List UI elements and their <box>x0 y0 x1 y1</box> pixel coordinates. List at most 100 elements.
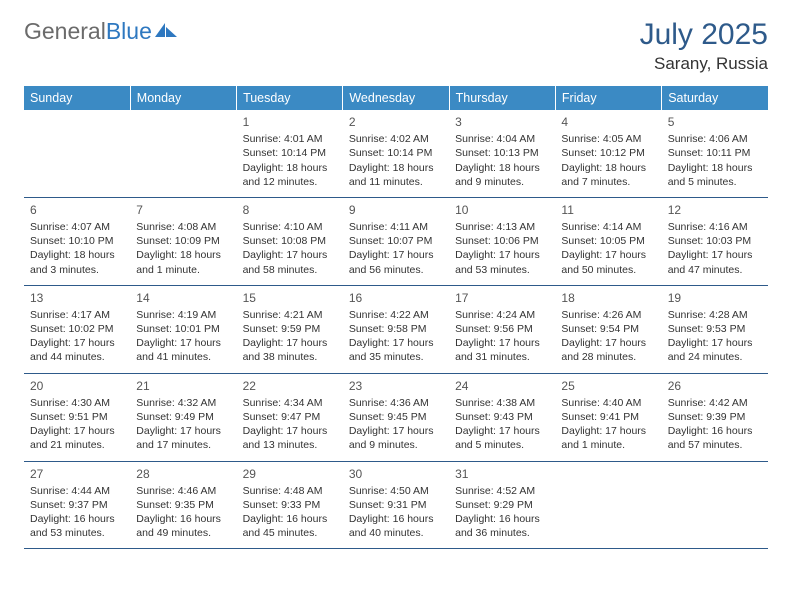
daylight-text: Daylight: 16 hours and 45 minutes. <box>243 512 337 540</box>
location-label: Sarany, Russia <box>640 54 768 74</box>
day-number: 4 <box>561 114 655 130</box>
day-number: 1 <box>243 114 337 130</box>
page-header: GeneralBlue July 2025 Sarany, Russia <box>24 18 768 74</box>
sunrise-text: Sunrise: 4:02 AM <box>349 132 443 146</box>
daylight-text: Daylight: 17 hours and 13 minutes. <box>243 424 337 452</box>
day-number: 12 <box>668 202 762 218</box>
day-number: 10 <box>455 202 549 218</box>
day-number: 23 <box>349 378 443 394</box>
daylight-text: Daylight: 17 hours and 53 minutes. <box>455 248 549 276</box>
daylight-text: Daylight: 18 hours and 12 minutes. <box>243 161 337 189</box>
day-cell: 15Sunrise: 4:21 AMSunset: 9:59 PMDayligh… <box>237 285 343 373</box>
day-number: 31 <box>455 466 549 482</box>
week-row: 1Sunrise: 4:01 AMSunset: 10:14 PMDayligh… <box>24 110 768 197</box>
sunset-text: Sunset: 10:02 PM <box>30 322 124 336</box>
sunset-text: Sunset: 9:54 PM <box>561 322 655 336</box>
week-row: 20Sunrise: 4:30 AMSunset: 9:51 PMDayligh… <box>24 373 768 461</box>
day-number: 15 <box>243 290 337 306</box>
sunset-text: Sunset: 10:10 PM <box>30 234 124 248</box>
day-cell: 3Sunrise: 4:04 AMSunset: 10:13 PMDayligh… <box>449 110 555 197</box>
sunset-text: Sunset: 9:29 PM <box>455 498 549 512</box>
day-cell <box>130 110 236 197</box>
sunrise-text: Sunrise: 4:08 AM <box>136 220 230 234</box>
day-number: 26 <box>668 378 762 394</box>
day-number: 2 <box>349 114 443 130</box>
sunrise-text: Sunrise: 4:38 AM <box>455 396 549 410</box>
sunrise-text: Sunrise: 4:30 AM <box>30 396 124 410</box>
daylight-text: Daylight: 17 hours and 50 minutes. <box>561 248 655 276</box>
daylight-text: Daylight: 17 hours and 28 minutes. <box>561 336 655 364</box>
sunset-text: Sunset: 10:01 PM <box>136 322 230 336</box>
sunset-text: Sunset: 9:31 PM <box>349 498 443 512</box>
logo: GeneralBlue <box>24 18 177 45</box>
day-number: 27 <box>30 466 124 482</box>
day-cell: 31Sunrise: 4:52 AMSunset: 9:29 PMDayligh… <box>449 461 555 549</box>
title-block: July 2025 Sarany, Russia <box>640 18 768 74</box>
sunrise-text: Sunrise: 4:10 AM <box>243 220 337 234</box>
day-cell: 16Sunrise: 4:22 AMSunset: 9:58 PMDayligh… <box>343 285 449 373</box>
sunrise-text: Sunrise: 4:46 AM <box>136 484 230 498</box>
day-cell: 24Sunrise: 4:38 AMSunset: 9:43 PMDayligh… <box>449 373 555 461</box>
daylight-text: Daylight: 17 hours and 9 minutes. <box>349 424 443 452</box>
sunrise-text: Sunrise: 4:40 AM <box>561 396 655 410</box>
daylight-text: Daylight: 16 hours and 57 minutes. <box>668 424 762 452</box>
day-number: 6 <box>30 202 124 218</box>
daylight-text: Daylight: 18 hours and 9 minutes. <box>455 161 549 189</box>
sunset-text: Sunset: 9:47 PM <box>243 410 337 424</box>
day-number: 18 <box>561 290 655 306</box>
week-row: 6Sunrise: 4:07 AMSunset: 10:10 PMDayligh… <box>24 197 768 285</box>
sunset-text: Sunset: 9:39 PM <box>668 410 762 424</box>
sunset-text: Sunset: 10:03 PM <box>668 234 762 248</box>
daylight-text: Daylight: 16 hours and 49 minutes. <box>136 512 230 540</box>
sunrise-text: Sunrise: 4:42 AM <box>668 396 762 410</box>
sunrise-text: Sunrise: 4:28 AM <box>668 308 762 322</box>
day-cell: 17Sunrise: 4:24 AMSunset: 9:56 PMDayligh… <box>449 285 555 373</box>
sunset-text: Sunset: 9:35 PM <box>136 498 230 512</box>
sunrise-text: Sunrise: 4:52 AM <box>455 484 549 498</box>
daylight-text: Daylight: 17 hours and 56 minutes. <box>349 248 443 276</box>
sunrise-text: Sunrise: 4:48 AM <box>243 484 337 498</box>
day-cell: 8Sunrise: 4:10 AMSunset: 10:08 PMDayligh… <box>237 197 343 285</box>
day-cell: 19Sunrise: 4:28 AMSunset: 9:53 PMDayligh… <box>662 285 768 373</box>
sunrise-text: Sunrise: 4:13 AM <box>455 220 549 234</box>
day-number: 5 <box>668 114 762 130</box>
weekday-tuesday: Tuesday <box>237 86 343 110</box>
day-cell: 28Sunrise: 4:46 AMSunset: 9:35 PMDayligh… <box>130 461 236 549</box>
day-cell: 2Sunrise: 4:02 AMSunset: 10:14 PMDayligh… <box>343 110 449 197</box>
day-cell: 7Sunrise: 4:08 AMSunset: 10:09 PMDayligh… <box>130 197 236 285</box>
daylight-text: Daylight: 17 hours and 1 minute. <box>561 424 655 452</box>
sunset-text: Sunset: 10:06 PM <box>455 234 549 248</box>
sunrise-text: Sunrise: 4:14 AM <box>561 220 655 234</box>
sunrise-text: Sunrise: 4:17 AM <box>30 308 124 322</box>
sunrise-text: Sunrise: 4:22 AM <box>349 308 443 322</box>
day-cell: 6Sunrise: 4:07 AMSunset: 10:10 PMDayligh… <box>24 197 130 285</box>
day-cell: 14Sunrise: 4:19 AMSunset: 10:01 PMDaylig… <box>130 285 236 373</box>
day-cell <box>555 461 661 549</box>
calendar-page: GeneralBlue July 2025 Sarany, Russia Sun… <box>0 0 792 567</box>
sunset-text: Sunset: 10:05 PM <box>561 234 655 248</box>
calendar-body: 1Sunrise: 4:01 AMSunset: 10:14 PMDayligh… <box>24 110 768 549</box>
sunrise-text: Sunrise: 4:44 AM <box>30 484 124 498</box>
day-number: 20 <box>30 378 124 394</box>
sunrise-text: Sunrise: 4:01 AM <box>243 132 337 146</box>
day-cell: 9Sunrise: 4:11 AMSunset: 10:07 PMDayligh… <box>343 197 449 285</box>
sunrise-text: Sunrise: 4:06 AM <box>668 132 762 146</box>
sunset-text: Sunset: 10:12 PM <box>561 146 655 160</box>
weekday-monday: Monday <box>130 86 236 110</box>
sunrise-text: Sunrise: 4:50 AM <box>349 484 443 498</box>
daylight-text: Daylight: 17 hours and 58 minutes. <box>243 248 337 276</box>
day-number: 30 <box>349 466 443 482</box>
daylight-text: Daylight: 16 hours and 53 minutes. <box>30 512 124 540</box>
day-number: 25 <box>561 378 655 394</box>
logo-sail-icon <box>155 18 177 45</box>
logo-text-1: General <box>24 18 106 45</box>
day-cell: 13Sunrise: 4:17 AMSunset: 10:02 PMDaylig… <box>24 285 130 373</box>
day-number: 3 <box>455 114 549 130</box>
day-cell <box>24 110 130 197</box>
sunrise-text: Sunrise: 4:34 AM <box>243 396 337 410</box>
daylight-text: Daylight: 18 hours and 1 minute. <box>136 248 230 276</box>
sunrise-text: Sunrise: 4:04 AM <box>455 132 549 146</box>
daylight-text: Daylight: 18 hours and 11 minutes. <box>349 161 443 189</box>
day-number: 29 <box>243 466 337 482</box>
day-number: 17 <box>455 290 549 306</box>
